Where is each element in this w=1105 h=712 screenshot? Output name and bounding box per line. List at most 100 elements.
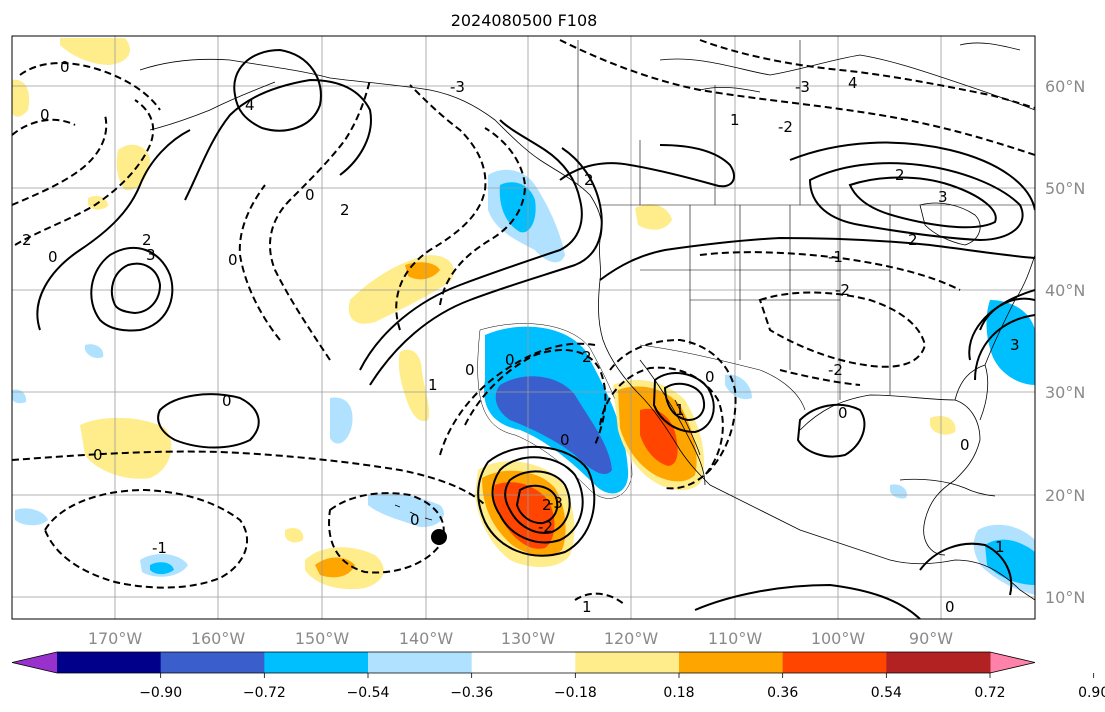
contour-label: 0 (60, 58, 70, 76)
latitude-axis: 60°N 50°N 40°N 30°N 20°N 10°N (1045, 77, 1085, 607)
contour-label: -2 (778, 118, 793, 136)
lat-label: 30°N (1045, 383, 1085, 402)
contour-label: 0 (838, 404, 848, 422)
blue-anomaly-small-b-core (150, 562, 174, 575)
contour-label: -2 (828, 361, 843, 379)
blue-anomaly-small-c (15, 508, 48, 526)
state-lines (640, 205, 891, 400)
contour-dash-19 (12, 118, 76, 136)
lon-label: 160°W (191, 629, 246, 648)
blue-anomaly-small-a (330, 397, 353, 444)
mexico-coast (709, 484, 1035, 601)
colorbar-segment (471, 652, 576, 673)
contour-label: 0 (40, 106, 50, 124)
contour-dash-5 (14, 99, 155, 246)
colorbar-segment (160, 652, 265, 673)
contour-dash-13 (439, 342, 596, 456)
colorbar-segment (886, 652, 991, 673)
contour-label: 0 (465, 361, 475, 379)
contour-aleutian-high (233, 48, 322, 132)
colorbar-tick-label: 0.72 (974, 685, 1005, 701)
contour-subtropical-low-4 (477, 445, 596, 557)
colorbar-tick-label: −0.54 (347, 685, 390, 701)
contour-lines (12, 39, 1035, 619)
contour-label: -1 (828, 248, 843, 266)
colorbar-segment (57, 652, 162, 673)
contour-jet-4 (559, 144, 735, 188)
contour-jet-2 (369, 147, 603, 386)
contour-label: 0 (48, 248, 58, 266)
contour-labels: 2 -3 -2 0 0 0 1 0 0 0 -1 3 2 0 0 2 4 -3 … (22, 58, 1020, 616)
contour-dash-11 (599, 366, 724, 476)
contour-dash-4 (238, 184, 281, 341)
contour-label: -1 (152, 539, 167, 557)
contour-label: 1 (582, 598, 592, 616)
map-title: 2024080500 F108 (451, 11, 598, 30)
contour-gulf-high (796, 403, 866, 458)
contour-label: 0 (305, 186, 315, 204)
contour-label: 0 (705, 368, 715, 386)
contour-jet-1 (359, 119, 583, 371)
contour-label: 3 (938, 188, 948, 206)
lon-label: 100°W (811, 629, 866, 648)
contour-dash-17 (699, 39, 1035, 109)
warm-anomaly-florida (930, 415, 956, 435)
cuba (899, 478, 996, 497)
lat-label: 10°N (1045, 588, 1085, 607)
contour-baja-low-2 (663, 382, 706, 422)
shaded-anomalies (12, 38, 1035, 595)
blue-anomaly-gulf-core (499, 182, 536, 233)
lon-label: 130°W (501, 629, 556, 648)
contour-label: -2 (835, 281, 850, 299)
contour-zero-pacific (157, 393, 260, 449)
contour-label: 0 (222, 392, 232, 410)
contour-dash-12 (464, 349, 607, 446)
lon-label: 170°W (88, 629, 143, 648)
colorbar: −0.90 −0.72 −0.54 −0.36 −0.18 0.18 0.36 0.54 0.7… (11, 651, 1105, 701)
contour-east-high (808, 162, 1024, 242)
contour-label: 2 (895, 166, 905, 184)
contour-dash-1 (395, 84, 487, 331)
blue-anomaly-caribbean-core (985, 539, 1035, 585)
gulf-coast (799, 394, 981, 556)
colorbar-tick-label: −0.18 (554, 685, 597, 701)
colorbar-tick-label: 0.36 (767, 685, 798, 701)
contour-label: -3 (795, 78, 810, 96)
colorbar-extend-low (12, 652, 57, 673)
map-frame (11, 35, 1036, 620)
hawaii-islands (394, 504, 433, 521)
contour-baja-low (652, 372, 715, 434)
warm-anomaly-tiny-b (285, 528, 304, 543)
colorbar-segment (575, 652, 680, 673)
contour-label: 1 (675, 401, 685, 419)
blue-anomaly-tiny (85, 344, 104, 359)
contour-dash-9 (328, 492, 445, 574)
colorbar-tick-label: −0.90 (139, 685, 182, 701)
hudson-area (659, 54, 1035, 111)
contour-jet-3 (599, 236, 1035, 281)
blue-anomaly-core (495, 376, 612, 475)
contour-aleutian-ridge (184, 78, 372, 201)
contour-subtropical-low (491, 456, 584, 544)
contour-label: 0 (228, 251, 238, 269)
warm-anomaly-narrow (398, 349, 430, 422)
lat-label: 20°N (1045, 486, 1085, 505)
contour-label: 3 (1010, 336, 1020, 354)
colorbar-segment (368, 652, 473, 673)
contour-dash-10 (609, 338, 737, 490)
warm-anomaly-nw-us (635, 204, 672, 230)
contour-label: -3 (450, 78, 465, 96)
contour-east-low (968, 289, 1035, 381)
contour-label: 2 (142, 231, 152, 249)
contour-label: 0 (410, 511, 420, 529)
contour-dash-8 (12, 450, 486, 506)
contour-label: 0 (505, 351, 515, 369)
contour-dash-3 (269, 79, 371, 361)
colorbar-tick-label: 0.18 (663, 685, 694, 701)
aleutian-chain (149, 81, 276, 131)
lat-label: 40°N (1045, 281, 1085, 300)
contour-label: 2 (542, 496, 552, 514)
contour-label: 4 (245, 96, 255, 114)
warm-anomaly-edge (12, 79, 30, 117)
